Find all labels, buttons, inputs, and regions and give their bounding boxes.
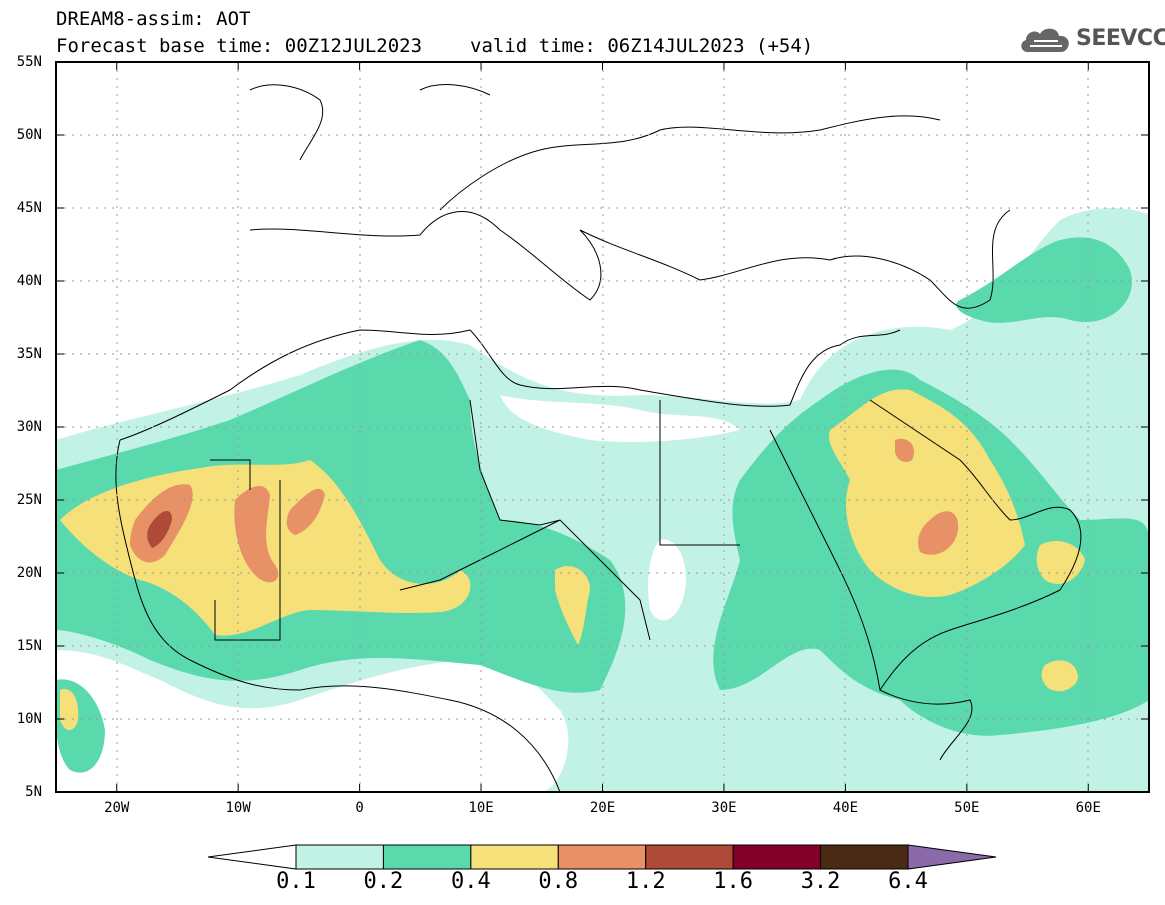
colorbar xyxy=(207,844,997,870)
lon-label: 30E xyxy=(711,800,737,816)
aot-gap xyxy=(500,395,740,442)
lat-label: 25N xyxy=(16,492,42,508)
aot-level-0.4 xyxy=(1041,660,1078,692)
cloud-logo-icon xyxy=(1021,28,1069,52)
lat-label: 55N xyxy=(16,54,42,70)
lat-label: 20N xyxy=(16,565,42,581)
base-time: Forecast base time: 00Z12JUL2023 xyxy=(56,35,423,57)
lon-label: 10E xyxy=(468,800,494,816)
lat-label: 10N xyxy=(16,711,42,727)
aot-level-0.8 xyxy=(234,485,279,583)
aot-level-0.4 xyxy=(555,566,590,645)
colorbar-swatch xyxy=(732,844,822,870)
colorbar-label: 1.6 xyxy=(713,869,754,894)
aot-level-0.2 xyxy=(956,237,1132,323)
lon-label: 20E xyxy=(589,800,616,816)
lat-label: 5N xyxy=(25,784,42,800)
map-title: DREAM8-assim: AOT xyxy=(56,8,251,30)
seevccc-logo: SEEVCCC xyxy=(1018,24,1165,58)
aot-gap xyxy=(56,650,569,792)
lon-label: 50E xyxy=(954,800,980,816)
logo-text: SEEVCCC xyxy=(1076,26,1165,51)
lat-label: 40N xyxy=(16,273,42,289)
colorbar-label: 0.4 xyxy=(450,869,491,894)
colorbar-high-arrow xyxy=(907,844,997,870)
colorbar-label: 1.2 xyxy=(625,869,666,894)
colorbar-swatch xyxy=(557,844,647,870)
lat-label: 35N xyxy=(16,346,42,362)
aot-level-0.8 xyxy=(895,438,915,462)
lat-label: 15N xyxy=(16,638,42,654)
colorbar-low-arrow xyxy=(207,844,297,870)
aot-level-0.8 xyxy=(286,488,325,535)
colorbar-swatch xyxy=(295,844,384,870)
lat-label: 45N xyxy=(16,200,42,216)
aot-level-0.4 xyxy=(60,689,79,731)
lon-label: 10W xyxy=(225,800,251,816)
aot-level-0.8 xyxy=(918,511,959,555)
colorbar-swatch xyxy=(382,844,472,870)
forecast-times: Forecast base time: 00Z12JUL2023 valid ti… xyxy=(56,35,813,57)
aot-gap xyxy=(648,539,686,621)
valid-time: valid time: 06Z14JUL2023 (+54) xyxy=(470,35,814,57)
colorbar-label: 0.2 xyxy=(363,869,404,894)
colorbar-swatch xyxy=(645,844,734,870)
colorbar-label: 3.2 xyxy=(800,869,841,894)
colorbar-label: 0.8 xyxy=(538,869,579,894)
colorbar-swatch xyxy=(470,844,559,870)
colorbar-swatch xyxy=(820,844,909,870)
aot-level-0.4 xyxy=(829,389,1025,598)
lon-label: 40E xyxy=(832,800,859,816)
lon-label: 0 xyxy=(355,800,364,816)
aot-level-1.2 xyxy=(147,510,172,548)
colorbar-label: 0.1 xyxy=(276,869,316,894)
colorbar-label: 6.4 xyxy=(888,869,928,894)
lon-label: 20W xyxy=(104,800,130,816)
lon-label: 60E xyxy=(1075,800,1101,816)
axis-ticks xyxy=(56,61,1149,793)
gridlines xyxy=(56,62,1149,792)
coastlines xyxy=(115,84,1082,792)
lat-label: 50N xyxy=(16,127,42,143)
lat-label: 30N xyxy=(16,419,42,435)
